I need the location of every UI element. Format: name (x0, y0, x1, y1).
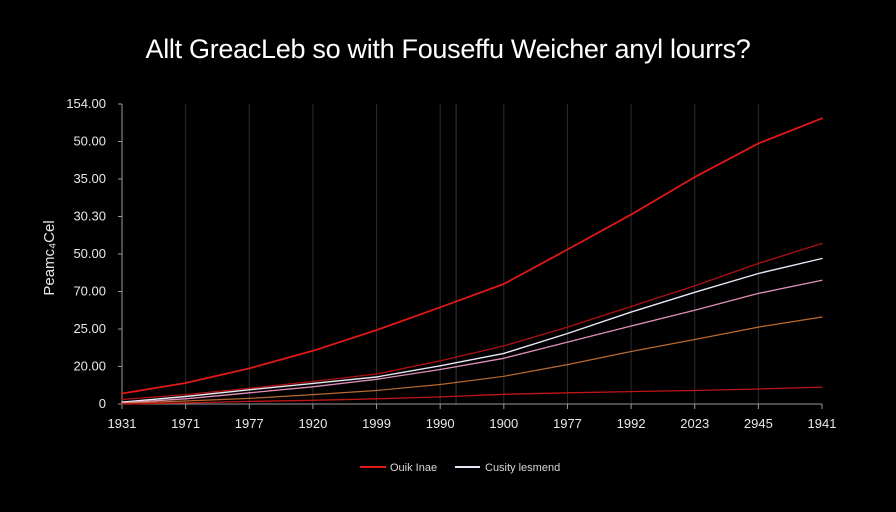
x-tick-label: 1977 (553, 416, 582, 431)
y-tick-label: 35.00 (73, 171, 106, 186)
y-tick-label: 50.00 (73, 134, 106, 149)
x-tick-label: 1971 (171, 416, 200, 431)
y-tick-label: 154.00 (66, 96, 106, 111)
legend: Ouik Inae Cusity lesmend (360, 462, 560, 474)
x-tick-labels: 1931 1971 1977 1920 1999 1990 1900 1977 1992 2023… (108, 404, 837, 431)
y-tick-label: 0 (99, 396, 106, 411)
x-tick-label: 1977 (235, 416, 264, 431)
series-lines (121, 117, 823, 405)
x-tick-label: 1992 (617, 416, 646, 431)
x-tick-label: 2945 (744, 416, 773, 431)
legend-label-series-1: Ouik Inae (390, 462, 437, 474)
y-tick-label: 30.30 (73, 209, 106, 224)
x-tick-label: 1990 (426, 416, 455, 431)
x-tick-label: 1931 (108, 416, 137, 431)
y-axis-label: Peamc₄Cel (41, 220, 58, 295)
x-tick-label: 1900 (489, 416, 518, 431)
series-line-5 (121, 316, 823, 404)
series-line-1 (121, 117, 823, 395)
x-tick-label: 1941 (808, 416, 837, 431)
series-line-3 (121, 257, 823, 403)
chart-title: Allt GreacLeb so with Fouseffu Weicher a… (145, 34, 751, 64)
x-tick-label: 1999 (362, 416, 391, 431)
y-tick-label: 25.00 (73, 321, 106, 336)
series-line-4 (121, 279, 823, 404)
legend-label-series-2: Cusity lesmend (485, 462, 560, 474)
x-tick-label: 2023 (680, 416, 709, 431)
y-tick-label: 20.00 (73, 359, 106, 374)
y-tick-label: 70.00 (73, 284, 106, 299)
y-tick-label: 50.00 (73, 246, 106, 261)
series-line-2 (121, 242, 823, 401)
x-tick-label: 1920 (298, 416, 327, 431)
grid-lines (185, 104, 759, 404)
y-tick-labels: 154.00 50.00 35.00 30.30 50.00 70.00 25.00 20.0… (66, 96, 122, 411)
series-line-6 (121, 386, 823, 405)
